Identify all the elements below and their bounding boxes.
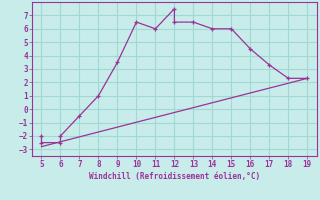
X-axis label: Windchill (Refroidissement éolien,°C): Windchill (Refroidissement éolien,°C): [89, 172, 260, 181]
